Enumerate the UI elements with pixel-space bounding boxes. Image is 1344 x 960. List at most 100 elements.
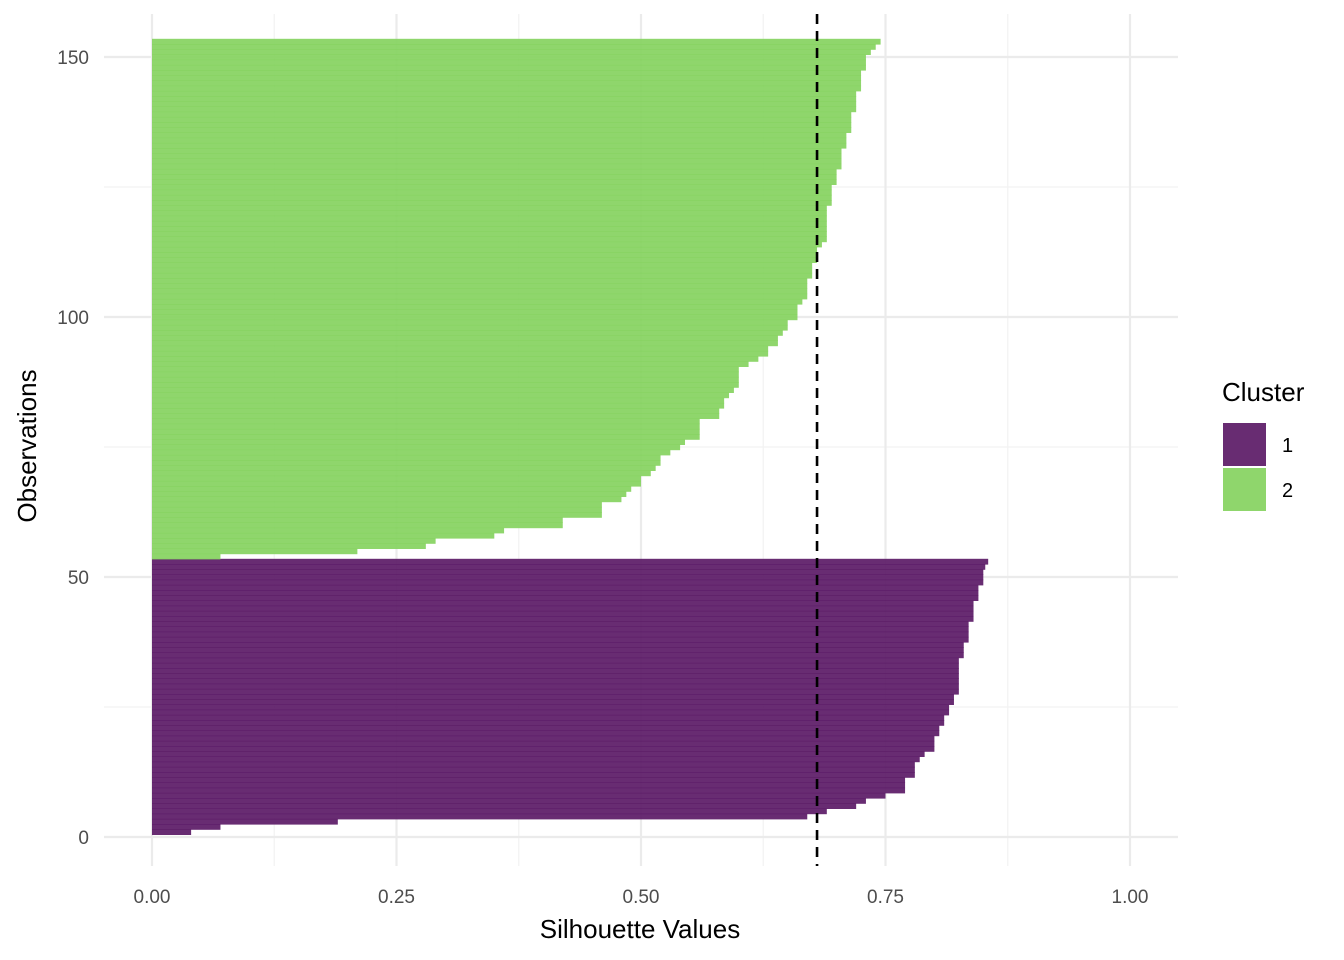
silhouette-bar-cluster-1 [152, 782, 906, 789]
silhouette-bar-cluster-2 [152, 486, 632, 492]
silhouette-bar-cluster-2 [152, 288, 808, 295]
silhouette-bar-cluster-2 [152, 38, 881, 45]
silhouette-bar-cluster-2 [152, 491, 627, 497]
silhouette-bar-cluster-2 [152, 527, 505, 534]
silhouette-bar-cluster-2 [152, 153, 842, 159]
legend-items: 12 [1223, 423, 1293, 511]
silhouette-bar-cluster-2 [152, 59, 866, 66]
silhouette-bar-cluster-1 [152, 792, 886, 799]
silhouette-bar-cluster-1 [152, 756, 920, 763]
silhouette-bar-cluster-2 [152, 174, 837, 180]
x-axis-title: Silhouette Values [540, 914, 740, 944]
silhouette-bar-cluster-2 [152, 506, 602, 513]
silhouette-bar-cluster-2 [152, 205, 827, 211]
silhouette-bar-cluster-1 [152, 610, 974, 617]
silhouette-bar-cluster-1 [152, 678, 959, 685]
silhouette-bar-cluster-2 [152, 116, 852, 123]
silhouette-bar-cluster-2 [152, 543, 426, 549]
silhouette-bar-cluster-1 [152, 683, 959, 690]
y-axis-ticks: 0 50 100 150 [57, 48, 89, 849]
y-tick-label: 100 [57, 308, 89, 329]
silhouette-bar-cluster-1 [152, 631, 969, 638]
silhouette-bar-cluster-2 [152, 70, 862, 76]
silhouette-bar-cluster-2 [152, 449, 671, 456]
silhouette-bar-cluster-2 [152, 350, 769, 357]
silhouette-bar-cluster-2 [152, 194, 832, 201]
silhouette-bar-cluster-2 [152, 408, 720, 414]
silhouette-bar-cluster-2 [152, 439, 686, 445]
silhouette-bar-cluster-2 [152, 215, 827, 222]
silhouette-bar-cluster-2 [152, 335, 778, 341]
silhouette-bar-cluster-1 [152, 798, 866, 804]
silhouette-bar-cluster-2 [152, 345, 769, 352]
silhouette-bar-cluster-2 [152, 64, 866, 71]
silhouette-bar-cluster-1 [152, 652, 964, 659]
silhouette-bar-cluster-2 [152, 366, 739, 373]
silhouette-bar-cluster-2 [152, 480, 641, 487]
silhouette-bar-cluster-1 [152, 626, 969, 633]
y-tick-label: 0 [78, 828, 89, 849]
silhouette-bar-cluster-1 [152, 730, 940, 737]
silhouette-bar-cluster-1 [152, 647, 964, 653]
silhouette-bar-cluster-1 [152, 813, 808, 820]
silhouette-bar-cluster-1 [152, 574, 984, 581]
silhouette-bar-cluster-2 [152, 220, 827, 227]
silhouette-bar-cluster-2 [152, 418, 700, 425]
silhouette-bar-cluster-2 [152, 179, 837, 185]
silhouette-bar-cluster-2 [152, 402, 725, 409]
silhouette-bars [152, 38, 989, 835]
silhouette-bar-cluster-2 [152, 465, 656, 471]
silhouette-bar-cluster-2 [152, 309, 798, 315]
silhouette-bar-cluster-2 [152, 371, 739, 378]
silhouette-bar-cluster-1 [152, 657, 959, 664]
silhouette-bar-cluster-2 [152, 314, 798, 321]
x-tick-label: 0.75 [867, 887, 904, 908]
legend-swatch-cluster-2 [1223, 468, 1266, 511]
silhouette-bar-cluster-2 [152, 142, 847, 149]
silhouette-bar-cluster-1 [152, 673, 959, 679]
silhouette-bar-cluster-2 [152, 522, 563, 529]
silhouette-bar-cluster-2 [152, 158, 842, 165]
silhouette-bar-cluster-1 [152, 688, 959, 695]
silhouette-bar-cluster-2 [152, 298, 803, 305]
silhouette-bar-cluster-2 [152, 111, 852, 118]
silhouette-bar-cluster-1 [152, 616, 974, 622]
silhouette-bar-cluster-1 [152, 803, 857, 809]
legend-title: Cluster [1222, 377, 1305, 407]
silhouette-bar-cluster-1 [152, 668, 959, 674]
silhouette-bar-cluster-2 [152, 262, 813, 269]
silhouette-bar-cluster-2 [152, 517, 563, 523]
silhouette-bar-cluster-2 [152, 538, 436, 544]
silhouette-bar-cluster-2 [152, 319, 788, 326]
silhouette-bar-cluster-2 [152, 96, 857, 102]
silhouette-bar-cluster-2 [152, 184, 832, 191]
silhouette-bar-cluster-2 [152, 246, 818, 253]
silhouette-bar-cluster-2 [152, 80, 862, 87]
silhouette-bar-cluster-1 [152, 714, 945, 721]
silhouette-bar-cluster-1 [152, 699, 954, 705]
silhouette-bar-cluster-1 [152, 704, 950, 711]
silhouette-bar-cluster-2 [152, 330, 783, 336]
silhouette-bar-cluster-1 [152, 751, 925, 757]
x-tick-label: 0.00 [134, 887, 171, 908]
silhouette-bar-cluster-1 [152, 829, 192, 835]
silhouette-bar-cluster-1 [152, 579, 984, 586]
silhouette-bar-cluster-1 [152, 787, 906, 794]
silhouette-bar-cluster-1 [152, 720, 945, 726]
x-tick-label: 1.00 [1112, 887, 1149, 908]
silhouette-bar-cluster-1 [152, 818, 338, 825]
silhouette-bar-cluster-1 [152, 824, 221, 830]
silhouette-bar-cluster-1 [152, 709, 950, 716]
silhouette-bar-cluster-1 [152, 735, 935, 742]
silhouette-bar-cluster-2 [152, 236, 827, 243]
silhouette-bar-cluster-2 [152, 553, 221, 560]
silhouette-bar-cluster-1 [152, 605, 974, 612]
silhouette-bar-cluster-1 [152, 725, 940, 731]
silhouette-bar-cluster-2 [152, 278, 808, 284]
silhouette-bar-cluster-2 [152, 501, 602, 508]
silhouette-bar-cluster-1 [152, 558, 989, 565]
silhouette-bar-cluster-2 [152, 163, 842, 170]
silhouette-bar-cluster-2 [152, 210, 827, 217]
legend-label-cluster-1: 1 [1282, 435, 1293, 457]
